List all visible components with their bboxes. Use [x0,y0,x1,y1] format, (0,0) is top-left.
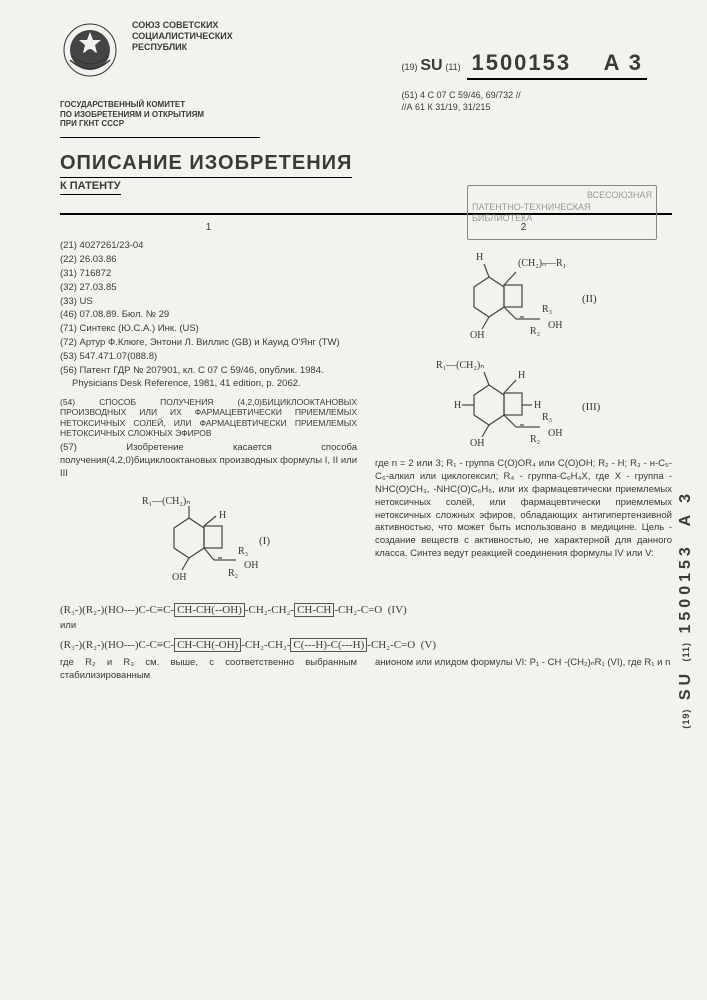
svg-text:OH: OH [172,572,186,583]
svg-text:H: H [476,252,483,263]
formula-IV: (R₃-)(R₂-)(HO---)C-C≡C-CH-CH(--OH)-CH₂-C… [60,604,672,616]
committee-block: ГОСУДАРСТВЕННЫЙ КОМИТЕТ ПО ИЗОБРЕТЕНИЯМ … [60,100,260,138]
svg-text:H: H [219,510,226,521]
bottom-right: анионом или илидом формулы VI: P₁ - CH -… [375,657,672,683]
svg-text:R₃: R₃ [238,546,248,557]
structure-II-svg: H (CH₂)ₙ—R₁ OH R₃ R₂ OH (II) [434,242,614,342]
svg-text:R₁—(CH₂)ₙ: R₁—(CH₂)ₙ [436,360,484,371]
formula-or: или [60,620,672,631]
subtitle: К ПАТЕНТУ [60,180,121,195]
formula-V: (R₃-)(R₂-)(HO---)C-C≡C-CH-CH(-OH)-CH₂-CH… [60,639,672,651]
svg-text:(CH₂)ₙ—R₁: (CH₂)ₙ—R₁ [518,258,566,269]
svg-text:R₂: R₂ [530,326,540,337]
field-71: (71) Синтекс (Ю.С.А.) Инк. (US) [60,323,357,336]
svg-text:H: H [518,370,525,381]
field-53: (53) 547.471.07(088.8) [60,351,357,364]
field-31: (31) 716872 [60,268,357,281]
ussr-emblem-icon [60,20,120,80]
svg-text:OH: OH [470,330,484,341]
field-56b: Physicians Desk Reference, 1981, 41 edit… [60,378,357,391]
svg-text:OH: OH [548,320,562,331]
patent-page: СОЮЗ СОВЕТСКИХ СОЦИАЛИСТИЧЕСКИХ РЕСПУБЛИ… [0,0,707,1000]
svg-text:OH: OH [244,560,258,571]
union-line: СОЦИАЛИСТИЧЕСКИХ [132,31,672,42]
bottom-columns: где R₂ и R₃ см. выше, с соответственно в… [60,657,672,683]
ipc-classification: (51) 4 С 07 С 59/46, 69/732 // //А 61 К … [402,90,647,113]
field-57-abstract: (57) Изобретение касается способа получе… [60,442,357,480]
field-56: (56) Патент ГДР № 207901, кл. С 07 С 59/… [60,365,357,378]
col-number: 1 [60,221,357,235]
structure-III-svg: R₁—(CH₂)ₙ H H H OH R₃ R₂ OH (III) [434,350,614,450]
field-33: (33) US [60,296,357,309]
field-72: (72) Артур Ф.Клюге, Энтони Л. Виллис (GB… [60,337,357,350]
pub-prefix: (19) [402,62,418,72]
field-22: (22) 26.03.86 [60,254,357,267]
field-46: (46) 07.08.89. Бюл. № 29 [60,309,357,322]
field-32: (32) 27.03.85 [60,282,357,295]
publication-number-block: (19) SU (11) 1500153 A 3 (51) 4 С 07 С 5… [402,50,647,113]
svg-text:OH: OH [470,438,484,449]
svg-text:(I): (I) [259,535,270,547]
svg-text:R₂: R₂ [228,568,238,579]
pub-number: 1500153 A 3 [467,50,647,80]
col-number: 2 [375,221,672,235]
column-1: 1 (21) 4027261/23-04 (22) 26.03.86 (31) … [60,221,357,597]
chemical-structure-I: R₁—(CH₂)ₙ H OH R₃ R₂ OH (I) [60,488,357,588]
svg-text:R₂: R₂ [530,434,540,445]
structure-I-svg: R₁—(CH₂)ₙ H OH R₃ R₂ OH (I) [134,488,284,588]
svg-text:(II): (II) [582,293,597,305]
column-2-text: где n = 2 или 3; R₁ - группа C(O)OR₄ или… [375,458,672,561]
svg-text:R₁—(CH₂)ₙ: R₁—(CH₂)ₙ [142,496,190,507]
svg-text:R₃: R₃ [542,304,552,315]
chemical-structure-II: H (CH₂)ₙ—R₁ OH R₃ R₂ OH (II) [375,242,672,342]
bottom-left: где R₂ и R₃ см. выше, с соответственно в… [60,657,357,683]
main-title: ОПИСАНИЕ ИЗОБРЕТЕНИЯ [60,152,352,178]
svg-text:R₃: R₃ [542,412,552,423]
svg-text:H: H [454,400,461,411]
union-line: СОЮЗ СОВЕТСКИХ [132,20,672,31]
field-21: (21) 4027261/23-04 [60,240,357,253]
pub-code: SU [420,57,442,74]
svg-text:(III): (III) [582,401,601,413]
two-column-body: 1 (21) 4027261/23-04 (22) 26.03.86 (31) … [60,221,672,597]
pub-suffix: (11) [445,62,460,72]
side-publication-number: (19) SU (11) 1500153 A 3 [677,490,695,729]
column-2: 2 H (CH₂)ₙ—R₁ OH R₃ R₂ O [375,221,672,597]
chemical-structure-III: R₁—(CH₂)ₙ H H H OH R₃ R₂ OH (III) [375,350,672,450]
field-54-title: (54) СПОСОБ ПОЛУЧЕНИЯ (4,2,0)БИЦИКЛООКТА… [60,397,357,438]
svg-text:H: H [534,400,541,411]
svg-text:OH: OH [548,428,562,439]
